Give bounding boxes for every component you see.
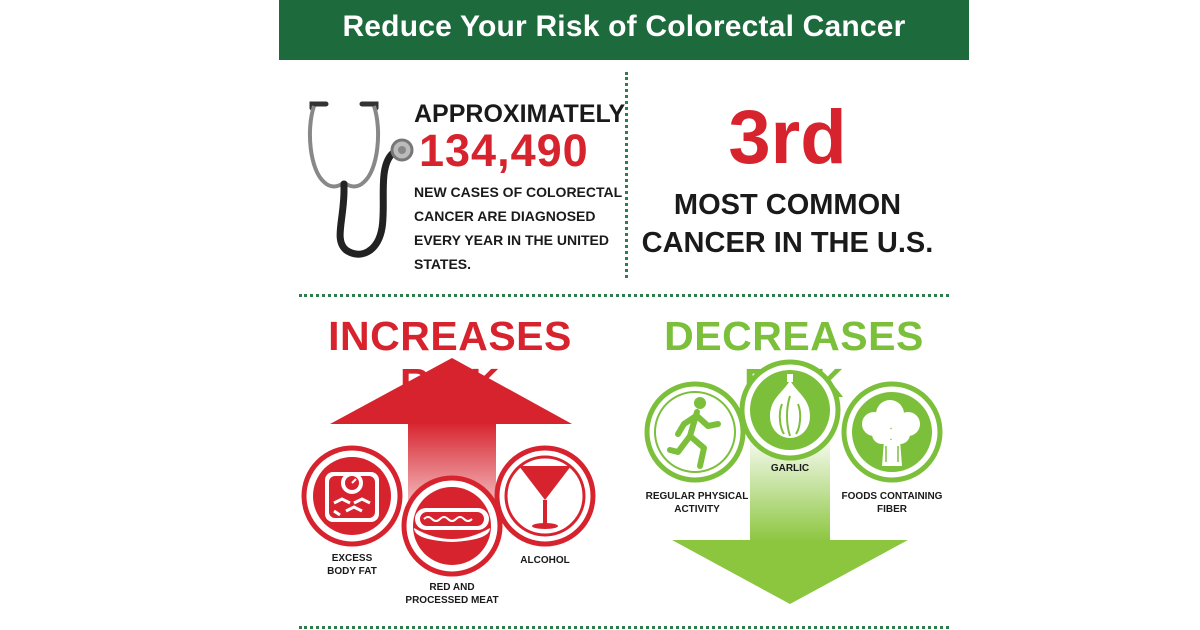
page-title: Reduce Your Risk of Colorectal Cancer [342, 10, 906, 43]
cancer-rank-description: MOST COMMON CANCER IN THE U.S. [625, 186, 950, 262]
label-line: ACTIVITY [674, 504, 720, 515]
label-line: EXCESS [331, 553, 373, 564]
label-line: BODY FAT [327, 566, 377, 577]
title-banner: Reduce Your Risk of Colorectal Cancer [279, 0, 969, 60]
runner-icon [644, 381, 746, 483]
cases-line-3: EVERY YEAR IN THE UNITED [414, 232, 610, 248]
label-line: PROCESSED MEAT [405, 595, 499, 606]
label-alcohol: ALCOHOL [505, 554, 585, 567]
new-cases-number: 134,490 [419, 125, 589, 176]
cancer-rank: 3rd [728, 95, 847, 180]
hotdog-icon [401, 475, 503, 577]
decreases-risk-title: DECREASES RISK [664, 313, 924, 406]
label-line: FOODS CONTAINING [841, 491, 943, 502]
garlic-icon [739, 359, 841, 461]
horizontal-divider-top [299, 294, 949, 297]
cases-line-2: CANCER ARE DIAGNOSED [414, 208, 596, 224]
label-line: FIBER [877, 504, 907, 515]
stat-prefix: APPROXIMATELY [414, 100, 626, 128]
label-fiber: FOODS CONTAINING FIBER [836, 490, 948, 516]
scale-icon [301, 445, 403, 547]
cases-line-1: NEW CASES OF COLORECTAL [414, 184, 623, 200]
new-cases-description: NEW CASES OF COLORECTAL CANCER ARE DIAGN… [414, 180, 624, 276]
broccoli-icon [841, 381, 943, 483]
stethoscope-icon [307, 101, 414, 258]
cocktail-glass-icon [494, 445, 596, 547]
label-excess-body-fat: EXCESS BODY FAT [306, 552, 398, 578]
label-line: GARLIC [770, 463, 810, 474]
label-physical-activity: REGULAR PHYSICAL ACTIVITY [638, 490, 756, 516]
vertical-divider [625, 72, 628, 278]
label-line: REGULAR PHYSICAL [645, 491, 749, 502]
label-red-processed-meat: RED AND PROCESSED MEAT [396, 581, 508, 607]
horizontal-divider-bottom [299, 626, 949, 629]
label-line: ALCOHOL [520, 555, 570, 566]
cases-line-4: STATES. [414, 256, 472, 272]
label-garlic: GARLIC [760, 462, 820, 475]
label-line: RED AND [429, 582, 475, 593]
rank-line-1: MOST COMMON [673, 189, 902, 221]
rank-line-2: CANCER IN THE U.S. [641, 227, 934, 259]
